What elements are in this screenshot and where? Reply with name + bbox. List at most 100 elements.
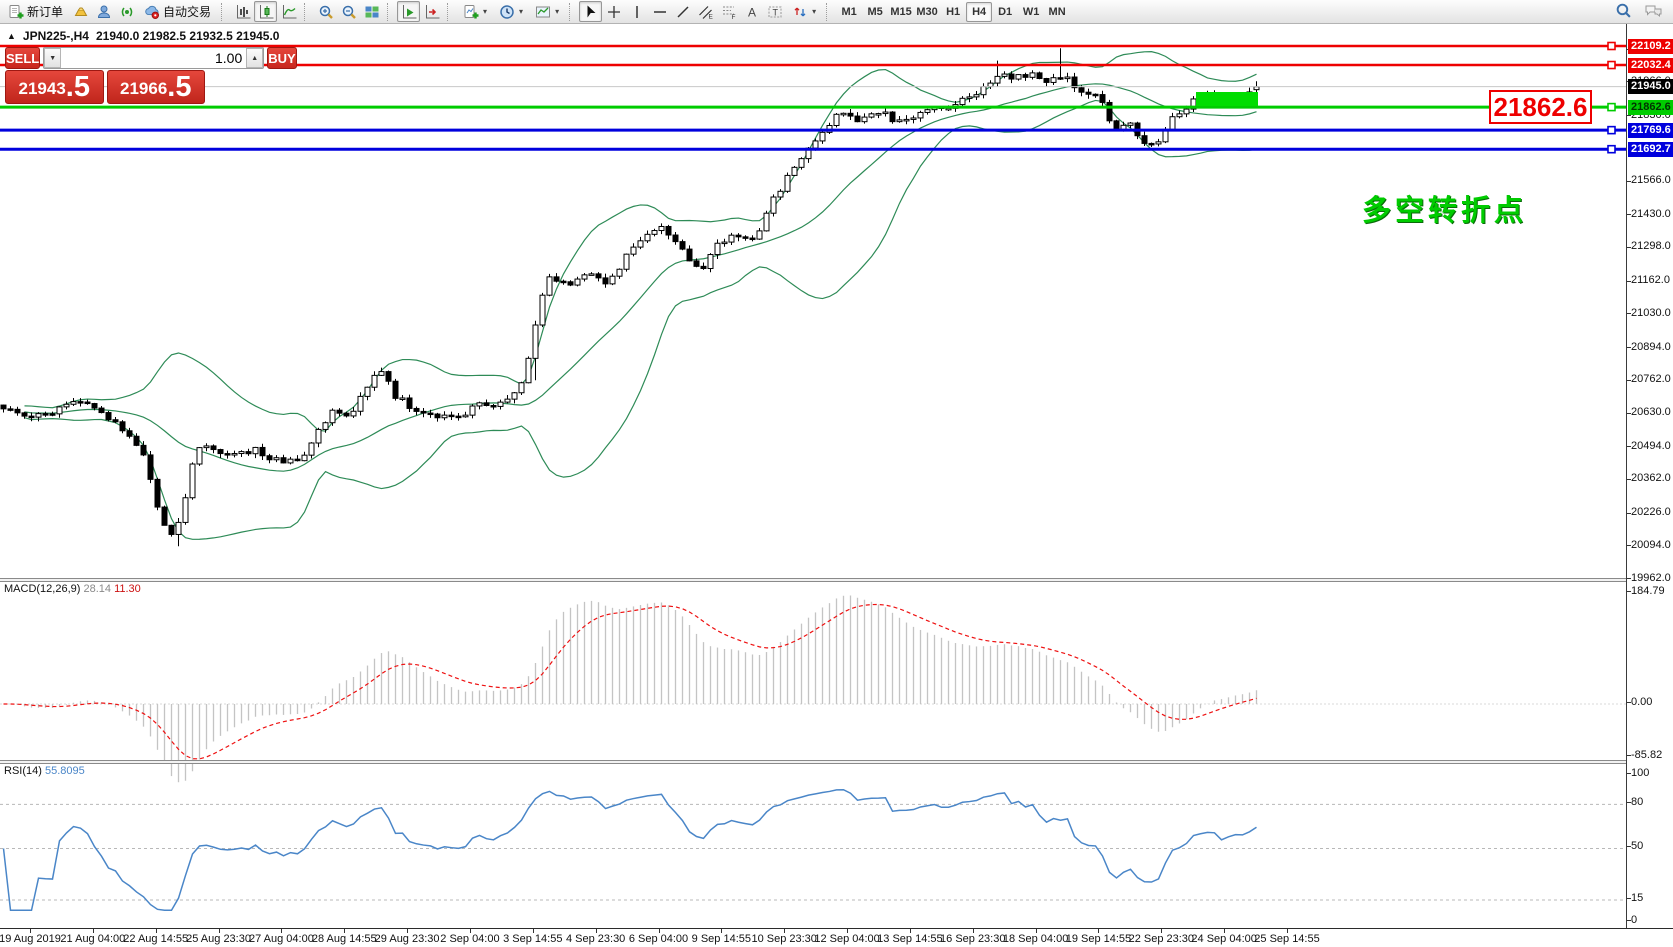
chat-icon[interactable] [1644, 3, 1663, 19]
periods-dropdown[interactable]: ▾ [493, 1, 529, 22]
toolbar-separator [304, 2, 311, 21]
new-order-label: 新订单 [27, 5, 64, 19]
periods-icon [500, 4, 514, 19]
timeframe-m1[interactable]: M1 [841, 5, 857, 18]
time-axis-tick [30, 929, 31, 933]
timeframe-d1[interactable]: D1 [998, 5, 1013, 18]
volume-input[interactable] [61, 48, 247, 68]
price-tick-dash [1627, 578, 1631, 579]
text-button[interactable]: A [740, 1, 763, 22]
chinese-annotation[interactable]: 多空转折点 [1362, 195, 1528, 227]
timeframe-m30[interactable]: M30 [916, 5, 938, 18]
timeframe-h1[interactable]: H1 [946, 5, 961, 18]
arrows-dropdown[interactable]: ▾ [786, 1, 822, 22]
time-axis-tick [1035, 929, 1037, 933]
zoom-in-icon [319, 5, 333, 19]
autotrade-button[interactable]: 自动交易 [138, 1, 217, 22]
price-line-label: 21862.6 [1628, 99, 1673, 115]
price-tick: 21030.0 [1631, 306, 1671, 319]
time-axis-tick [595, 929, 597, 933]
price-tick-dash [1627, 313, 1631, 315]
gold-button[interactable] [69, 1, 92, 22]
vertical-line-button[interactable] [625, 1, 648, 22]
profile-icon [97, 5, 110, 18]
crosshair-button[interactable] [602, 1, 625, 22]
sell-button[interactable]: SELL [5, 47, 41, 69]
zoom-in-button[interactable] [314, 1, 337, 22]
indicator-axis-tick: 0.00 [1631, 696, 1653, 708]
buy-price[interactable]: 21966.5 [106, 70, 205, 104]
price-line-label: 21945.0 [1628, 79, 1673, 95]
signal-icon [121, 7, 132, 16]
new-order-button[interactable]: 新订单 [2, 1, 69, 22]
buy-button[interactable]: BUY [267, 47, 297, 69]
horizontal-line-button[interactable] [648, 1, 671, 22]
time-axis-tick [532, 929, 534, 933]
fibonacci-button[interactable]: F [717, 1, 740, 22]
timeframe-w1[interactable]: W1 [1022, 5, 1040, 18]
chart-window[interactable]: ▲ JPN225-,H4 21940.0 21982.5 21932.5 219… [0, 24, 1673, 947]
time-axis[interactable]: 19 Aug 2019 21 Aug 04:00 22 Aug 14:55 25 Au… [0, 929, 1673, 947]
indicator-axis-dash [1627, 920, 1631, 921]
indicator-axis-tick: 50 [1631, 840, 1644, 852]
price-tick-dash [1627, 478, 1631, 480]
channel-button[interactable]: E [694, 1, 717, 22]
chart-shift-button[interactable] [420, 1, 443, 22]
zoom-out-button[interactable] [337, 1, 360, 22]
price-callout-label[interactable]: 21862.6 [1489, 90, 1592, 124]
search-icon[interactable] [1615, 2, 1632, 19]
indicator-axis-dash [1627, 846, 1631, 847]
price-tick: 20362.0 [1631, 472, 1671, 485]
timeframe-mn[interactable]: MN [1048, 5, 1066, 18]
fibonacci-icon: F [722, 6, 735, 20]
indicator-axis-tick: 80 [1631, 796, 1644, 808]
price-tick-dash [1627, 412, 1631, 414]
volume-increase-button[interactable]: ▲ [246, 48, 264, 68]
chart-title: ▲ JPN225-,H4 21940.0 21982.5 21932.5 219… [7, 29, 279, 43]
cursor-button[interactable] [579, 1, 603, 22]
chart-ohlc: 21940.0 21982.5 21932.5 21945.0 [95, 29, 280, 43]
signal-button[interactable] [115, 1, 138, 22]
time-axis-label: 12 Sep 04:00 [814, 933, 880, 945]
bar-chart-button[interactable] [231, 1, 254, 22]
new-chart-dropdown[interactable]: ▾ [457, 1, 493, 22]
template-dropdown[interactable]: ▾ [529, 1, 565, 22]
timeframe-m15[interactable]: M15 [890, 5, 912, 18]
vertical-line-icon [635, 5, 638, 18]
price-axis[interactable]: 22098.021966.021830.021566.021430.021298… [1627, 24, 1673, 928]
price-tick: 20494.0 [1631, 439, 1671, 452]
time-axis-label: 3 Sep 14:55 [503, 933, 563, 945]
profile-button[interactable] [92, 1, 115, 22]
time-axis-label: 28 Aug 14:55 [311, 933, 377, 945]
pane-separator-rsi[interactable] [0, 760, 1673, 764]
autotrade-icon [145, 5, 160, 19]
new-chart-icon [464, 4, 479, 18]
chart-canvas[interactable] [0, 24, 1626, 928]
trendline-button[interactable] [671, 1, 694, 22]
one-click-trade-panel: SELL ▼ ▲ BUY 21943.5 21966.5 [5, 47, 297, 104]
svg-text:T: T [772, 7, 778, 17]
chart-shift-icon [425, 4, 440, 18]
candlestick-icon [259, 4, 274, 18]
buy-price-pip: .5 [167, 71, 192, 103]
arrows-icon [794, 7, 806, 16]
candlestick-button[interactable] [254, 1, 278, 22]
timeframe-m5[interactable]: M5 [867, 5, 883, 18]
indicator-axis-dash [1627, 702, 1631, 703]
pane-separator-macd[interactable] [0, 578, 1673, 582]
sell-price[interactable]: 21943.5 [5, 70, 104, 104]
price-tick-dash [1627, 446, 1631, 448]
indicator-axis-tick: 184.79 [1631, 585, 1665, 597]
volume-decrease-button[interactable]: ▼ [44, 48, 62, 68]
autoscroll-button[interactable] [397, 1, 421, 22]
line-chart-button[interactable] [277, 1, 300, 22]
tile-windows-button[interactable] [360, 1, 383, 22]
rsi-label: RSI(14) 55.8095 [4, 765, 85, 777]
text-label-button[interactable]: T [763, 1, 786, 22]
timeframe-h4[interactable]: H4 [966, 1, 993, 22]
gold-icon [74, 7, 87, 16]
chevron-down-icon: ▾ [812, 7, 817, 16]
indicator-axis-dash [1627, 755, 1631, 756]
autotrade-label: 自动交易 [163, 5, 212, 19]
text-label-icon: T [768, 6, 782, 17]
